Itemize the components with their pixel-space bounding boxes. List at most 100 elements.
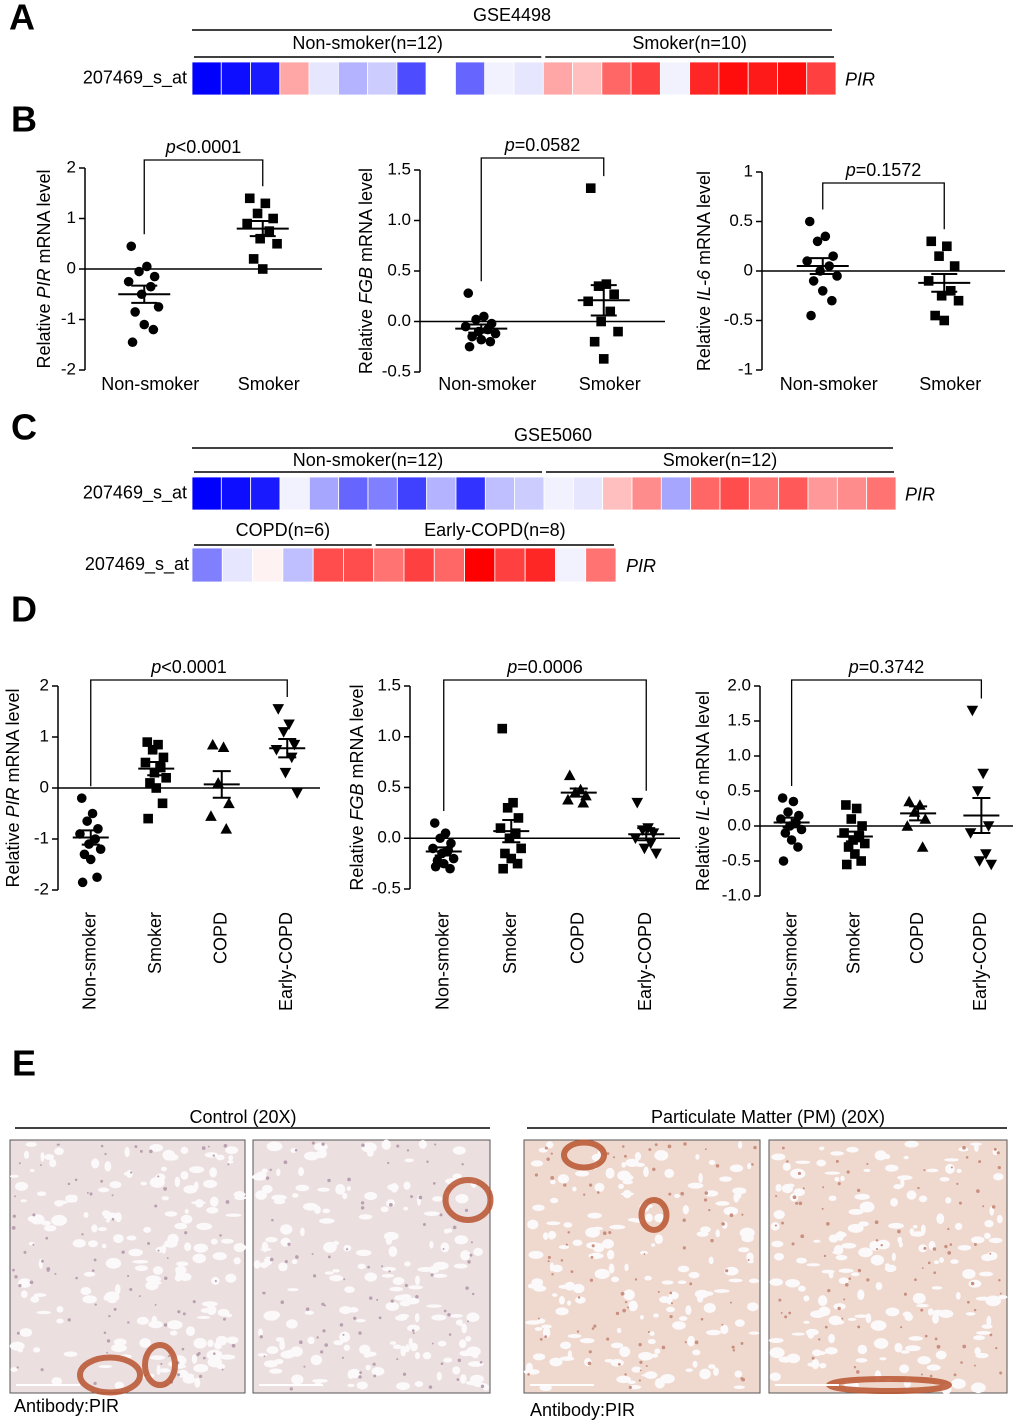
alveolus [563,1222,573,1228]
alveolus [610,1342,624,1349]
group-label: Non-smoker(n=12) [293,450,444,470]
nucleus [612,1156,616,1159]
data-point [248,254,259,264]
alveolus [466,1312,480,1322]
alveolus [819,1146,825,1151]
image-caption: Antibody:PIR [530,1400,635,1420]
data-point [467,331,477,342]
nucleus [903,1292,907,1296]
nucleus [305,1307,310,1311]
row-label: 207469_s_at [83,482,187,503]
nucleus [795,1201,799,1205]
y-label-suffix: mRNA level [356,168,376,262]
alveolus [343,1344,351,1351]
data-point [953,295,964,306]
alveolus [661,1280,674,1285]
alveolus [534,1326,543,1331]
data-point [506,853,517,864]
nucleus [198,1374,203,1379]
nucleus [848,1277,852,1280]
data-point [445,863,455,874]
alveolus [408,1285,423,1290]
alveolus [426,1304,442,1308]
data-point [778,856,789,866]
x-tick-label: Non-smoker [101,374,199,394]
alveolus [978,1271,994,1277]
data-point [788,796,799,807]
alveolus [184,1208,189,1214]
nucleus [410,1195,414,1199]
y-tick-label: 1.5 [727,710,751,729]
data-point [82,816,92,826]
data-point [808,276,819,286]
alveolus [275,1337,285,1342]
nucleus [822,1186,825,1189]
panel-letter: C [11,407,37,448]
data-point [142,261,152,272]
alveolus [139,1338,151,1348]
alveolus [257,1353,268,1357]
nucleus [100,1179,104,1183]
alveolus [894,1342,903,1353]
alveolus [551,1264,563,1273]
alveolus [944,1158,959,1162]
nucleus [947,1227,950,1231]
nucleus [402,1372,407,1376]
x-tick-label: Smoker [919,374,981,394]
alveolus [225,1213,242,1217]
alveolus [828,1195,837,1202]
alveolus [72,1239,86,1248]
data-point [92,872,102,883]
nucleus [781,1146,785,1150]
alveolus [193,1364,209,1373]
y-tick-label: 0 [40,777,49,796]
heatmap-cell [513,61,544,96]
alveolus [993,1173,1004,1181]
alveolus [893,1184,903,1190]
gene-label: PIR [626,556,656,576]
y-tick-label: 0.5 [729,211,753,230]
alveolus [206,1207,219,1214]
alveolus [259,1262,269,1269]
nucleus [280,1300,285,1304]
p-text: =0.1572 [856,160,922,180]
alveolus [216,1154,225,1161]
alveolus [389,1286,404,1292]
nucleus [263,1291,266,1295]
alveolus [361,1142,377,1153]
nucleus [316,1336,319,1339]
data-point [260,198,271,209]
alveolus [692,1360,698,1368]
nucleus [991,1205,996,1209]
y-tick-label: 2 [67,157,76,176]
alveolus [209,1196,219,1207]
alveolus [399,1300,411,1307]
alveolus [304,1310,315,1315]
alveolus [859,1201,875,1213]
alveolus [101,1210,111,1217]
nucleus [751,1163,754,1166]
alveolus [891,1252,896,1262]
alveolus [385,1235,393,1245]
nucleus [966,1300,970,1304]
alveolus [572,1239,583,1246]
data-point [504,833,515,844]
alveolus [682,1204,689,1215]
p-value: p<0.0001 [150,657,227,677]
alveolus [292,1193,299,1198]
nucleus [846,1170,850,1174]
alveolus [938,1309,954,1318]
nucleus [827,1289,831,1293]
alveolus [728,1278,743,1283]
nucleus [741,1213,744,1216]
alveolus [225,1313,233,1318]
heatmap-cell [367,61,398,96]
data-point [926,236,937,247]
alveolus [654,1348,661,1354]
p-value: p=0.0006 [506,657,583,677]
alveolus [258,1328,263,1337]
x-tick-label: Non-smoker [80,912,100,1010]
alveolus [916,1303,929,1308]
nucleus [652,1167,656,1172]
alveolus [618,1183,624,1190]
